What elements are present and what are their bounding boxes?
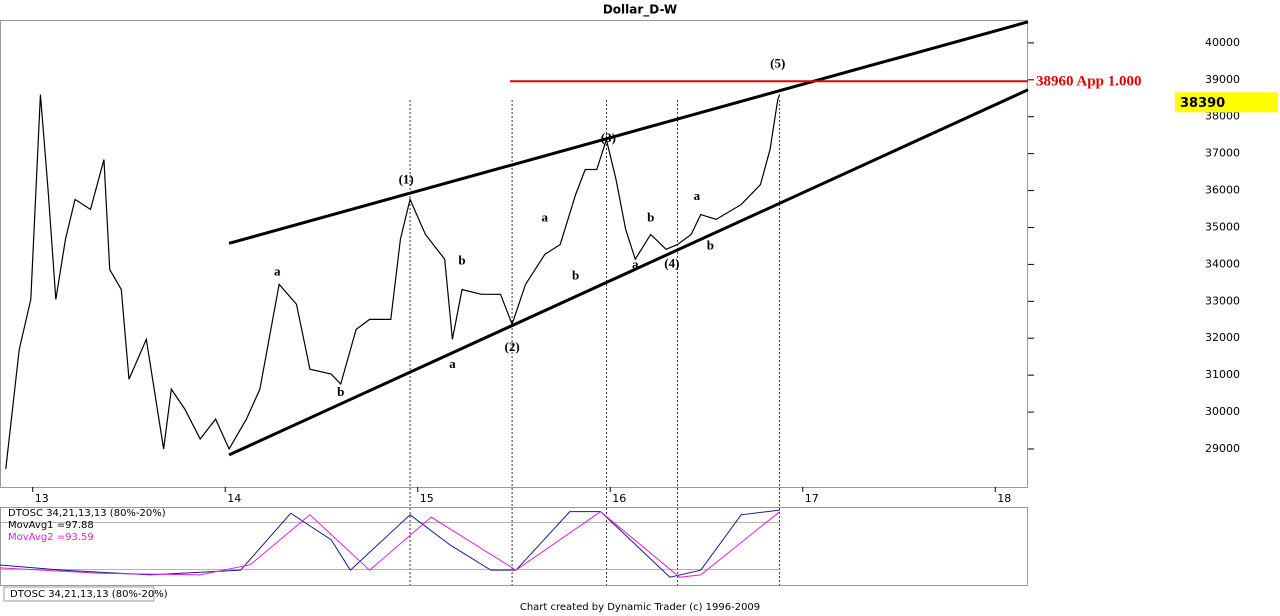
credit: Chart created by Dynamic Trader (c) 1996… bbox=[520, 602, 760, 613]
wave-label: a bbox=[274, 263, 281, 278]
wave-label: (4) bbox=[664, 255, 679, 270]
x-tick-label: 15 bbox=[420, 492, 434, 505]
footer-tab-box[interactable] bbox=[3, 586, 155, 602]
legend-entry: MovAvg2 =93.59 bbox=[8, 532, 94, 543]
wave-label: a bbox=[449, 356, 456, 371]
x-tick-label: 17 bbox=[805, 492, 819, 505]
wave-label: b bbox=[707, 237, 714, 252]
trendline bbox=[228, 20, 1029, 245]
projection-label: 38960 App 1.000 bbox=[1036, 74, 1141, 90]
series-line bbox=[0, 509, 780, 578]
legend-entry: MovAvg1 =97.88 bbox=[8, 520, 94, 531]
wave-label: a bbox=[632, 256, 639, 271]
wave-label: b bbox=[337, 384, 344, 399]
wave-label: (2) bbox=[504, 339, 519, 354]
trendline bbox=[228, 88, 1029, 457]
y-tick-label: 30000 bbox=[1205, 405, 1240, 418]
footer-tab[interactable]: DTOSC 34,21,13,13 (80%-20%) bbox=[10, 589, 168, 600]
wave-label: (1) bbox=[399, 172, 414, 187]
y-tick-label: 38000 bbox=[1205, 110, 1240, 123]
wave-label: a bbox=[542, 210, 549, 225]
wave-label: b bbox=[572, 268, 579, 283]
y-tick-label: 29000 bbox=[1205, 442, 1240, 455]
y-tick-label: 32000 bbox=[1205, 331, 1240, 344]
y-tick-label: 33000 bbox=[1205, 294, 1240, 307]
last-price-label: 38390 bbox=[1180, 96, 1225, 111]
wave-label: a bbox=[694, 188, 701, 203]
y-tick-label: 35000 bbox=[1205, 220, 1240, 233]
y-tick-label: 37000 bbox=[1205, 147, 1240, 160]
y-tick-label: 40000 bbox=[1205, 36, 1240, 49]
wave-label: b bbox=[458, 252, 465, 267]
x-tick-label: 13 bbox=[35, 492, 49, 505]
y-tick-label: 36000 bbox=[1205, 184, 1240, 197]
wave-label: b bbox=[647, 210, 654, 225]
x-tick-label: 16 bbox=[612, 492, 626, 505]
last-price-box bbox=[1175, 92, 1278, 113]
y-tick-label: 31000 bbox=[1205, 368, 1240, 381]
osc-title: DTOSC 34,21,13,13 (80%-20%) bbox=[8, 508, 166, 519]
series-line bbox=[0, 511, 780, 578]
x-tick-label: 18 bbox=[997, 492, 1011, 505]
series-line bbox=[5, 94, 781, 469]
osc-frame bbox=[0, 507, 1028, 586]
x-tick-label: 14 bbox=[227, 492, 241, 505]
y-tick-label: 39000 bbox=[1205, 73, 1240, 86]
y-tick-label: 34000 bbox=[1205, 257, 1240, 270]
wave-label: (5) bbox=[770, 56, 785, 71]
chart-title: Dollar_D-W bbox=[603, 3, 677, 18]
wave-label: (3) bbox=[601, 130, 616, 145]
price-frame bbox=[0, 20, 1028, 488]
